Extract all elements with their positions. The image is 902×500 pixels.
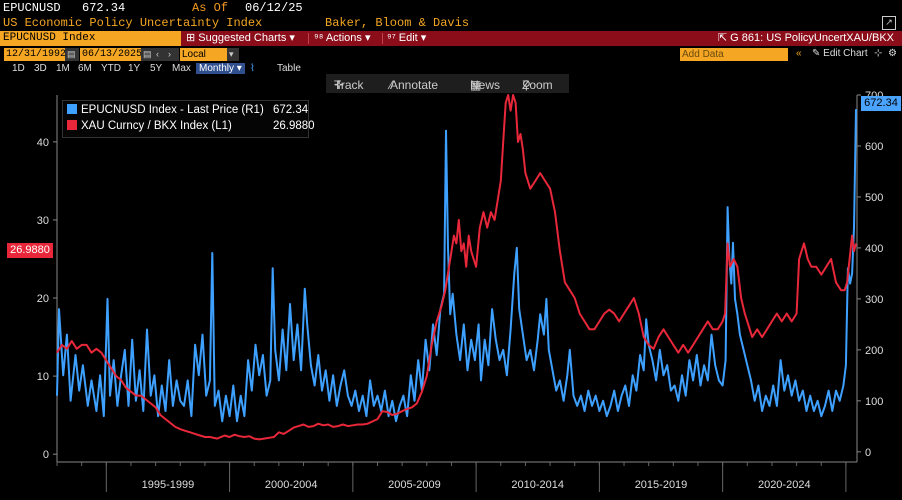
edit-label: Edit bbox=[398, 32, 418, 44]
calendar-icon[interactable]: ▤ bbox=[141, 48, 155, 61]
range-1y[interactable]: 1Y bbox=[128, 63, 141, 74]
x-tick-label: 1995-1999 bbox=[142, 479, 195, 491]
zoom-label: Zoom bbox=[522, 78, 553, 92]
calendar-icon[interactable]: ▤ bbox=[65, 48, 79, 61]
series-line-epu bbox=[56, 109, 857, 423]
frequency-select[interactable]: Monthly ▾ bbox=[196, 63, 245, 74]
range-1m[interactable]: 1M bbox=[56, 63, 70, 74]
legend-swatch bbox=[67, 104, 77, 114]
gear-icon[interactable]: ⚙ bbox=[888, 48, 897, 59]
frequency-label: Monthly bbox=[199, 63, 235, 74]
crosshair-icon: ✛ bbox=[334, 78, 345, 92]
range-6m[interactable]: 6M bbox=[78, 63, 92, 74]
function-label: G 861: US PolicyUncertXAU/BKX bbox=[730, 32, 894, 44]
export-icon[interactable]: ⇱ bbox=[717, 32, 731, 44]
annotate-label: Annotate bbox=[390, 78, 439, 92]
last-price: 672.34 bbox=[82, 1, 126, 15]
x-tick-label: 2020-2024 bbox=[758, 479, 811, 491]
subheader-row: US Economic Policy Uncertainty Index Bak… bbox=[0, 15, 902, 31]
x-tick-label: 2015-2019 bbox=[635, 479, 688, 491]
right-tick-label: 100 bbox=[865, 396, 883, 408]
last-value-tag-epu: 672.34 bbox=[861, 96, 901, 111]
start-date-input[interactable]: 12/31/1992 bbox=[4, 48, 67, 61]
data-source: Baker, Bloom & Davis bbox=[325, 16, 470, 30]
x-tick-label: 2000-2004 bbox=[265, 479, 318, 491]
line-chart-icon[interactable]: ⌇ bbox=[250, 63, 255, 74]
popout-icon[interactable]: ↗ bbox=[882, 16, 896, 30]
legend-value: 26.9880 bbox=[273, 120, 315, 132]
right-tick-label: 400 bbox=[865, 243, 883, 255]
news-icon: ▦ bbox=[470, 78, 482, 92]
actions-menu[interactable]: ⁹⁸ Actions ▾ bbox=[314, 31, 370, 46]
next-period-button[interactable]: › bbox=[166, 48, 179, 61]
chevron-down-icon: ▾ bbox=[361, 32, 371, 44]
edit-chart-label: Edit Chart bbox=[823, 48, 868, 59]
x-tick-label: 2010-2014 bbox=[511, 479, 564, 491]
suggested-charts-label: Suggested Charts bbox=[198, 32, 287, 44]
edit-chart-icon: ✎ bbox=[812, 48, 824, 59]
edit-menu[interactable]: ⁹⁷ Edit ▾ bbox=[387, 31, 426, 46]
actions-label: Actions bbox=[325, 32, 362, 44]
security-input[interactable]: EPUCNUSD Index bbox=[0, 31, 181, 46]
legend-item-epu: EPUCNUSD Index - Last Price (R1) 672.34 bbox=[67, 103, 308, 118]
chart-icon: ⊞ bbox=[186, 32, 199, 44]
right-tick-label: 500 bbox=[865, 192, 883, 204]
right-tick-label: 200 bbox=[865, 345, 883, 357]
end-date-input[interactable]: 06/13/2025 bbox=[80, 48, 143, 61]
actions-icon: ⁹⁸ bbox=[314, 32, 326, 44]
as-of-label: As Of bbox=[192, 1, 229, 15]
series-line-xau-bkx bbox=[56, 94, 857, 441]
left-tick-label: 10 bbox=[37, 371, 49, 383]
magnifier-icon: ⚲ bbox=[522, 78, 531, 92]
date-toolbar: 12/31/1992 ▤ 06/13/2025 ▤ ‹ › Local CCY … bbox=[0, 47, 902, 73]
prev-period-button[interactable]: ‹ bbox=[154, 48, 167, 61]
legend-label: XAU Curncy / BKX Index (L1) bbox=[81, 120, 232, 132]
header-row: EPUCNUSD 672.34 As Of 06/12/25 bbox=[0, 0, 902, 16]
legend: EPUCNUSD Index - Last Price (R1) 672.34 … bbox=[62, 100, 315, 138]
function-title: ⇱ G 861: US PolicyUncertXAU/BKX bbox=[718, 31, 894, 46]
x-tick-label: 2005-2009 bbox=[388, 479, 441, 491]
news-label: News bbox=[470, 78, 501, 92]
divider bbox=[308, 33, 309, 44]
left-tick-label: 20 bbox=[37, 293, 49, 305]
right-tick-label: 300 bbox=[865, 294, 883, 306]
left-tick-label: 30 bbox=[37, 215, 49, 227]
left-tick-label: 0 bbox=[43, 449, 49, 461]
chevron-down-icon: ▾ bbox=[286, 32, 295, 44]
legend-item-xau-bkx: XAU Curncy / BKX Index (L1) 26.9880 bbox=[67, 119, 315, 134]
main-toolbar: EPUCNUSD Index ⊞ Suggested Charts ▾ ⁹⁸ A… bbox=[0, 31, 902, 46]
chevron-down-icon: ▾ bbox=[417, 32, 427, 44]
chevron-down-icon[interactable]: ▾ bbox=[227, 48, 239, 61]
right-tick-label: 0 bbox=[865, 447, 871, 459]
range-max[interactable]: Max bbox=[172, 63, 191, 74]
range-3d[interactable]: 3D bbox=[34, 63, 47, 74]
legend-swatch bbox=[67, 120, 77, 130]
as-of-date: 06/12/25 bbox=[245, 1, 303, 15]
table-button[interactable]: Table bbox=[277, 63, 301, 74]
range-5y[interactable]: 5Y bbox=[150, 63, 163, 74]
currency-select[interactable]: Local CCY bbox=[180, 48, 228, 73]
suggested-charts-menu[interactable]: ⊞ Suggested Charts ▾ bbox=[186, 31, 295, 46]
add-data-input[interactable]: Add Data bbox=[680, 48, 788, 61]
edit-chart-button[interactable]: ✎ Edit Chart bbox=[812, 48, 868, 59]
divider bbox=[382, 33, 383, 44]
legend-value: 672.34 bbox=[273, 104, 309, 116]
left-tick-label: 40 bbox=[37, 137, 49, 149]
legend-label: EPUCNUSD Index - Last Price (R1) bbox=[81, 104, 264, 116]
track-label: Track bbox=[334, 78, 364, 92]
range-ytd[interactable]: YTD bbox=[101, 63, 121, 74]
edit-icon: ⁹⁷ bbox=[387, 32, 399, 44]
range-toolbar: 1D 3D 1M 6M YTD 1Y 5Y Max Monthly ▾ ⌇ Ta… bbox=[0, 62, 902, 76]
pencil-icon: ⁄ bbox=[390, 78, 393, 92]
last-value-tag-xau-bkx: 26.9880 bbox=[7, 243, 53, 258]
zoom-icon[interactable]: ⊹ bbox=[874, 48, 883, 59]
security-description: US Economic Policy Uncertainty Index bbox=[3, 16, 263, 30]
range-1d[interactable]: 1D bbox=[12, 63, 25, 74]
plot-toolbar: ✛ Track ⁄ Annotate ▦ News ⚲ Zoom bbox=[326, 74, 569, 93]
collapse-icon[interactable]: « bbox=[796, 48, 802, 59]
right-tick-label: 600 bbox=[865, 141, 883, 153]
ticker: EPUCNUSD bbox=[3, 1, 61, 15]
